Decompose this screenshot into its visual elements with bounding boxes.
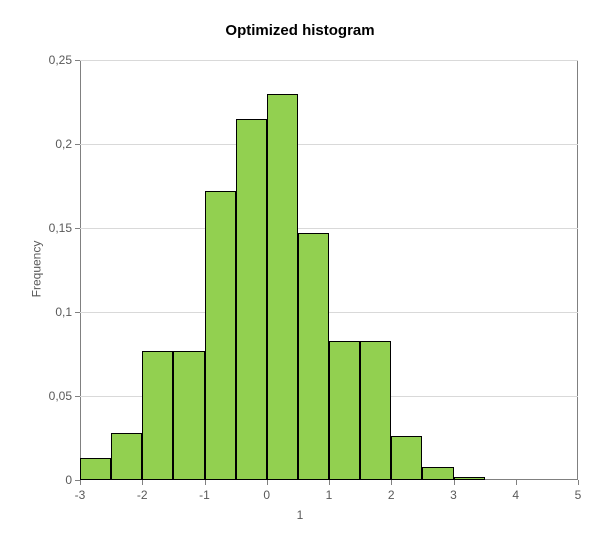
- x-tick-mark: [80, 480, 81, 485]
- x-tick-label: 5: [563, 488, 593, 502]
- histogram-bar: [236, 119, 267, 480]
- x-tick-mark: [205, 480, 206, 485]
- histogram-bar: [111, 433, 142, 480]
- grid-line: [80, 144, 578, 145]
- histogram-bar: [422, 467, 453, 480]
- x-tick-mark: [391, 480, 392, 485]
- histogram-bar: [142, 351, 173, 480]
- grid-line: [80, 228, 578, 229]
- histogram-bar: [267, 94, 298, 480]
- x-tick-label: 1: [314, 488, 344, 502]
- y-tick-label: 0,25: [32, 53, 72, 67]
- y-axis-label: Frequency: [29, 241, 43, 298]
- x-tick-mark: [454, 480, 455, 485]
- x-tick-mark: [142, 480, 143, 485]
- y-tick-label: 0,05: [32, 389, 72, 403]
- plot-area: [80, 60, 578, 480]
- grid-line: [80, 312, 578, 313]
- grid-line: [80, 60, 578, 61]
- histogram-bar: [360, 341, 391, 480]
- histogram-bar: [173, 351, 204, 480]
- x-tick-label: -2: [127, 488, 157, 502]
- y-tick-label: 0: [32, 473, 72, 487]
- x-tick-label: -3: [65, 488, 95, 502]
- x-tick-label: -1: [190, 488, 220, 502]
- x-axis-label: 1: [0, 508, 600, 522]
- x-tick-mark: [578, 480, 579, 485]
- x-tick-label: 0: [252, 488, 282, 502]
- histogram-bar: [391, 436, 422, 480]
- y-tick-mark: [75, 60, 80, 61]
- histogram-bar: [205, 191, 236, 480]
- x-tick-label: 3: [439, 488, 469, 502]
- y-tick-label: 0,15: [32, 221, 72, 235]
- y-tick-mark: [75, 312, 80, 313]
- x-tick-mark: [516, 480, 517, 485]
- x-tick-label: 2: [376, 488, 406, 502]
- histogram-bar: [80, 458, 111, 480]
- y-tick-label: 0,1: [32, 305, 72, 319]
- x-tick-mark: [329, 480, 330, 485]
- y-tick-mark: [75, 228, 80, 229]
- x-tick-mark: [267, 480, 268, 485]
- x-tick-label: 4: [501, 488, 531, 502]
- histogram-bar: [329, 341, 360, 480]
- y-tick-label: 0,2: [32, 137, 72, 151]
- histogram-bar: [454, 477, 485, 480]
- chart-title: Optimized histogram: [0, 22, 600, 39]
- histogram-bar: [298, 233, 329, 480]
- histogram-chart: Optimized histogram Frequency 1 0 0,05 0,1…: [0, 0, 600, 541]
- y-tick-mark: [75, 144, 80, 145]
- y-tick-mark: [75, 396, 80, 397]
